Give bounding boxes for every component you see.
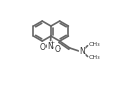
Text: CH₃: CH₃ (88, 55, 100, 60)
Text: O: O (54, 45, 60, 54)
Text: N: N (79, 47, 85, 56)
Text: CH₃: CH₃ (88, 42, 100, 47)
Text: -: - (59, 46, 61, 51)
Text: O: O (39, 43, 45, 52)
Text: +: + (49, 40, 55, 46)
Text: N: N (47, 42, 53, 51)
